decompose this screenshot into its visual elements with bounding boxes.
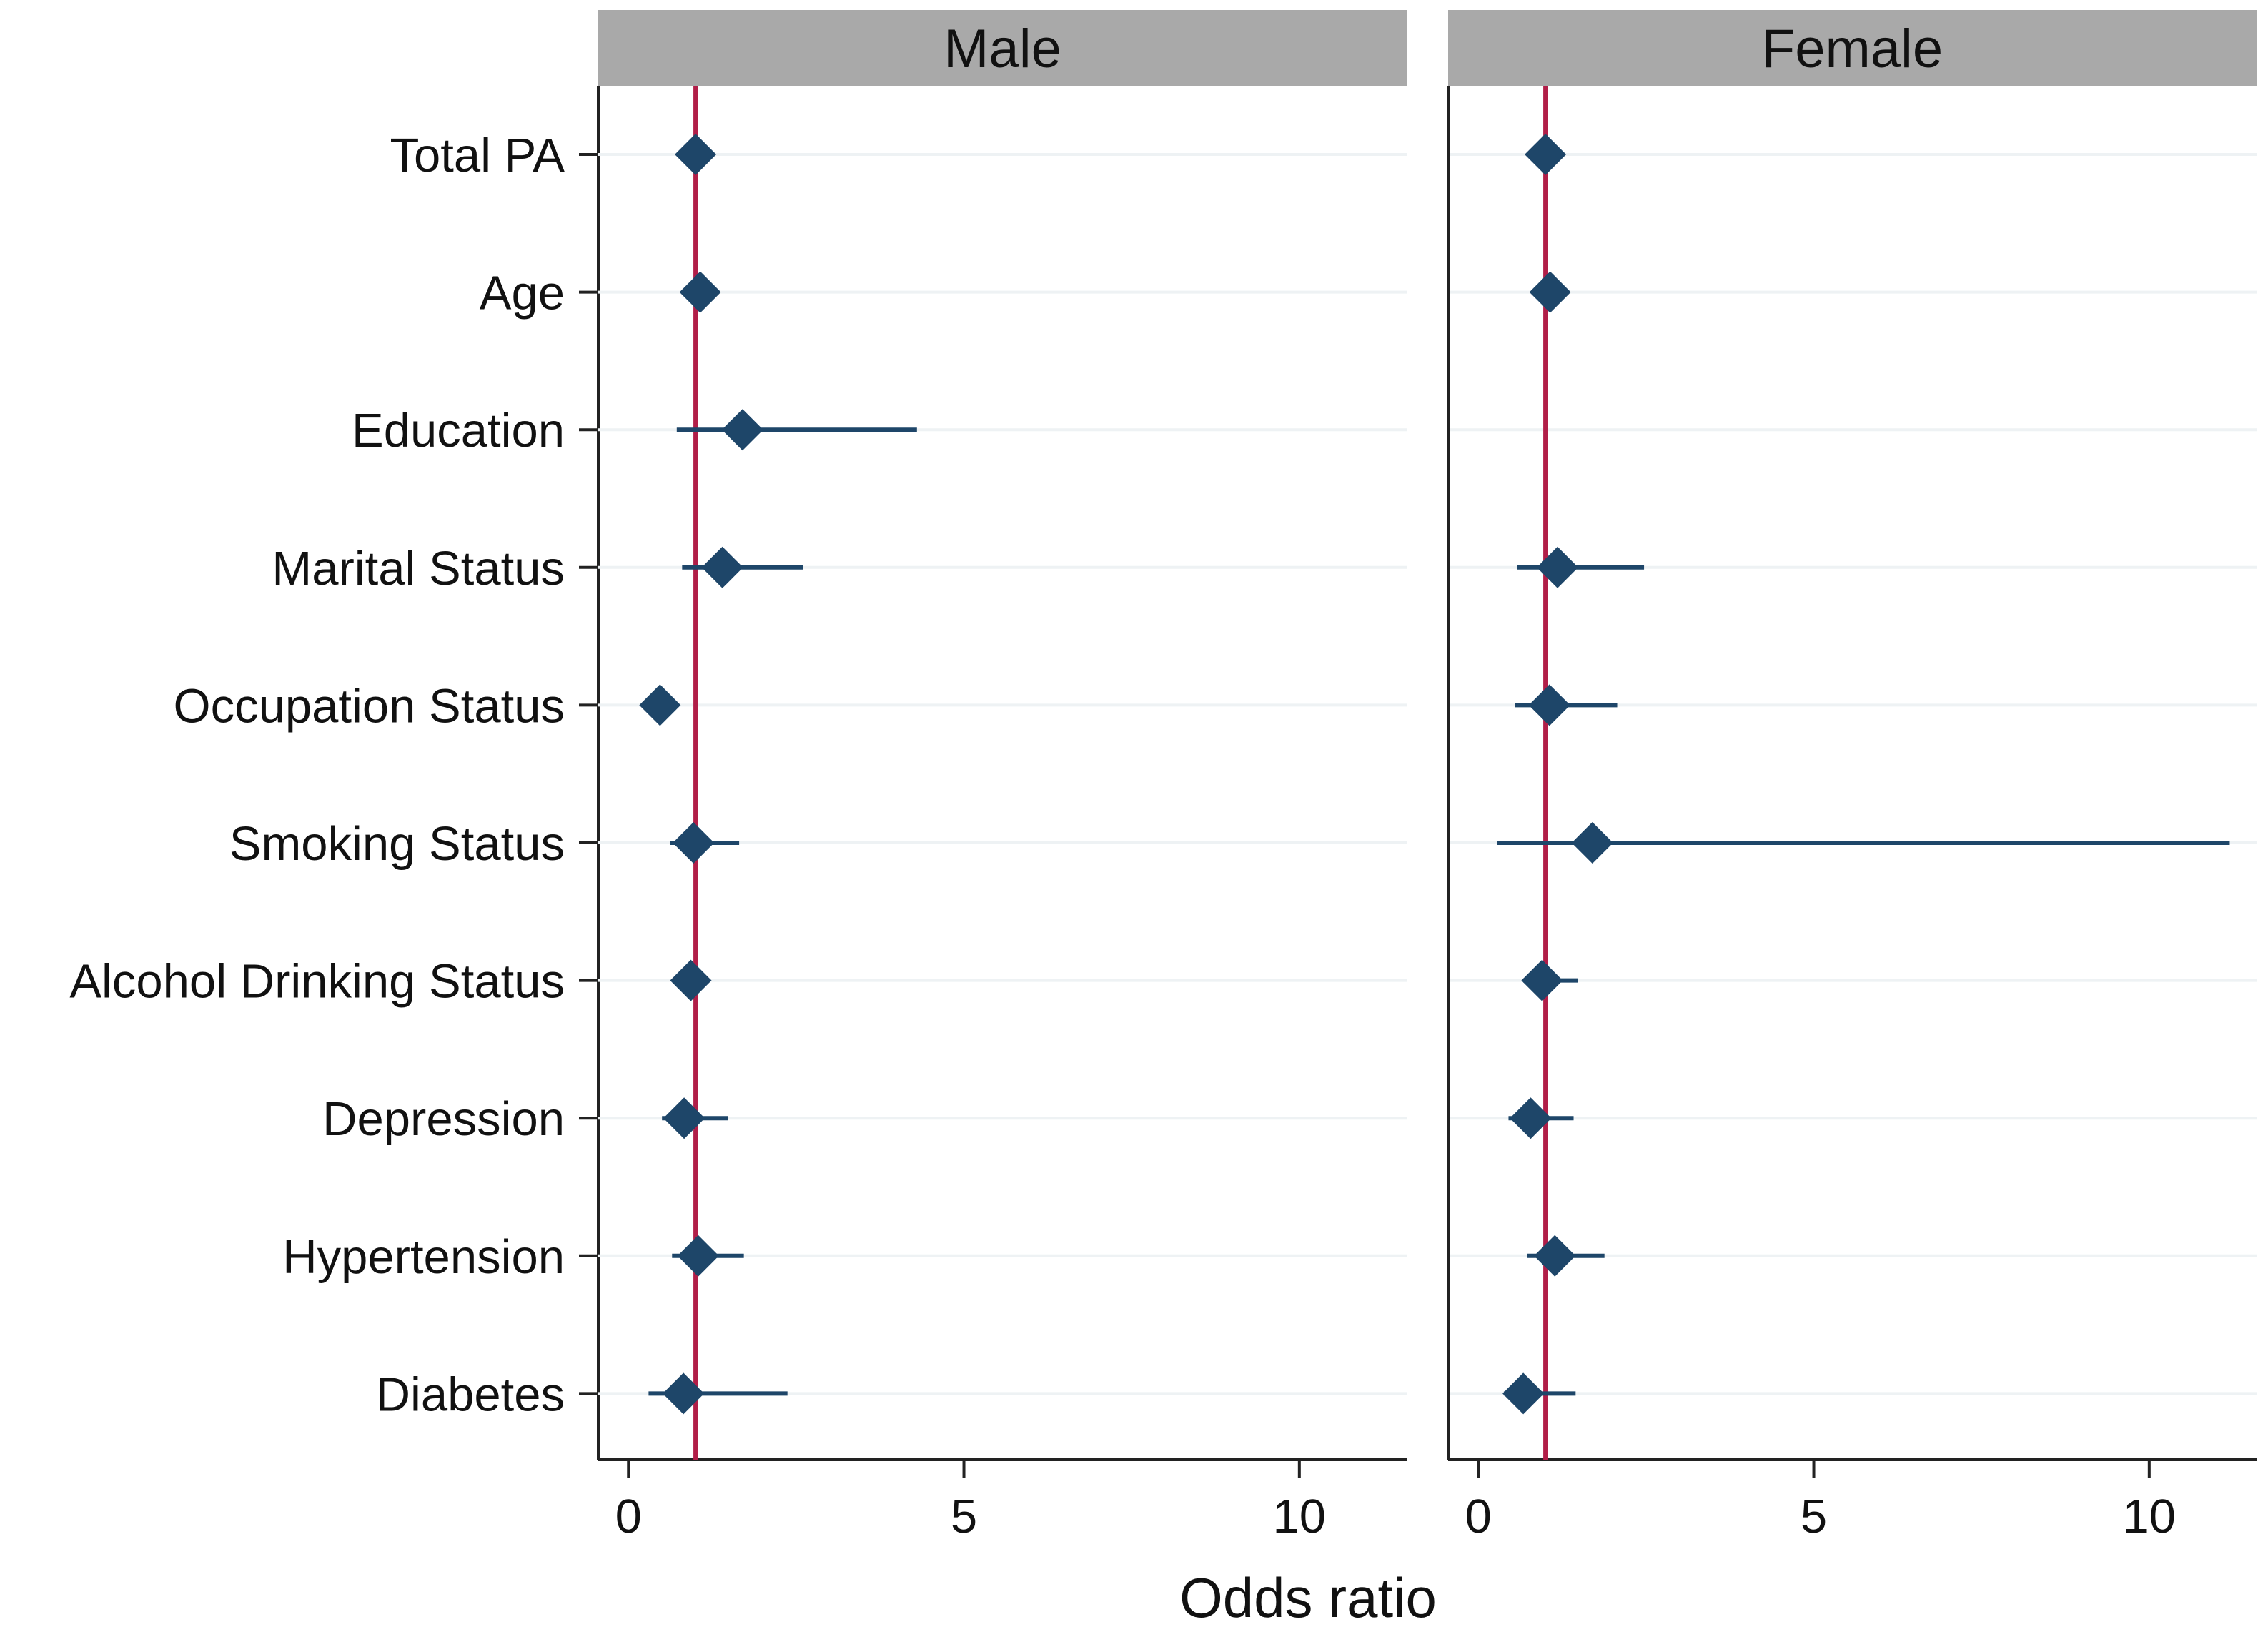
estimate-marker — [677, 1235, 719, 1277]
estimate-marker — [1536, 546, 1578, 588]
x-tick-label: 10 — [2123, 1490, 2177, 1543]
estimate-marker — [1510, 1097, 1552, 1139]
estimate-marker — [679, 271, 721, 313]
category-label: Occupation Status — [174, 679, 565, 733]
panel-male: Male 0 5 10 — [598, 10, 1407, 1543]
category-label: Depression — [322, 1092, 565, 1146]
estimate-marker — [670, 959, 712, 1001]
category-label: Age — [480, 267, 565, 320]
panel-title: Female — [1762, 19, 1943, 79]
category-label: Smoking Status — [229, 817, 565, 871]
category-label: Alcohol Drinking Status — [69, 955, 565, 1009]
estimate-marker — [1528, 684, 1570, 726]
panel-female: Female 0 5 10 — [1447, 10, 2257, 1543]
panel-title: Male — [944, 19, 1061, 79]
estimate-marker — [701, 546, 743, 588]
category-label: Education — [352, 404, 565, 457]
panel-strip — [598, 10, 1407, 86]
estimate-marker — [639, 684, 681, 726]
estimate-marker — [1529, 271, 1571, 313]
estimate-marker — [1525, 134, 1567, 175]
x-tick-label: 5 — [1801, 1490, 1827, 1543]
estimate-marker — [1571, 822, 1613, 864]
category-labels: Total PA Age Education Marital Status Occupa… — [69, 86, 600, 1460]
x-tick-label: 5 — [951, 1490, 977, 1543]
category-label: Diabetes — [376, 1367, 565, 1421]
x-tick-label: 10 — [1273, 1490, 1327, 1543]
estimate-marker — [673, 822, 715, 864]
estimate-marker — [721, 409, 763, 451]
x-tick-label: 0 — [615, 1490, 642, 1543]
category-label: Total PA — [390, 129, 565, 182]
estimate-marker — [1534, 1235, 1576, 1277]
x-axis-title: Odds ratio — [1179, 1566, 1437, 1629]
estimate-marker — [1502, 1372, 1545, 1415]
estimate-marker — [1521, 959, 1563, 1001]
estimate-marker — [663, 1097, 705, 1139]
x-tick-label: 0 — [1465, 1490, 1492, 1543]
panel-strip — [1448, 10, 2257, 86]
category-label: Hypertension — [282, 1230, 565, 1284]
estimate-marker — [675, 134, 717, 175]
category-label: Marital Status — [272, 542, 565, 595]
estimate-marker — [663, 1372, 705, 1415]
